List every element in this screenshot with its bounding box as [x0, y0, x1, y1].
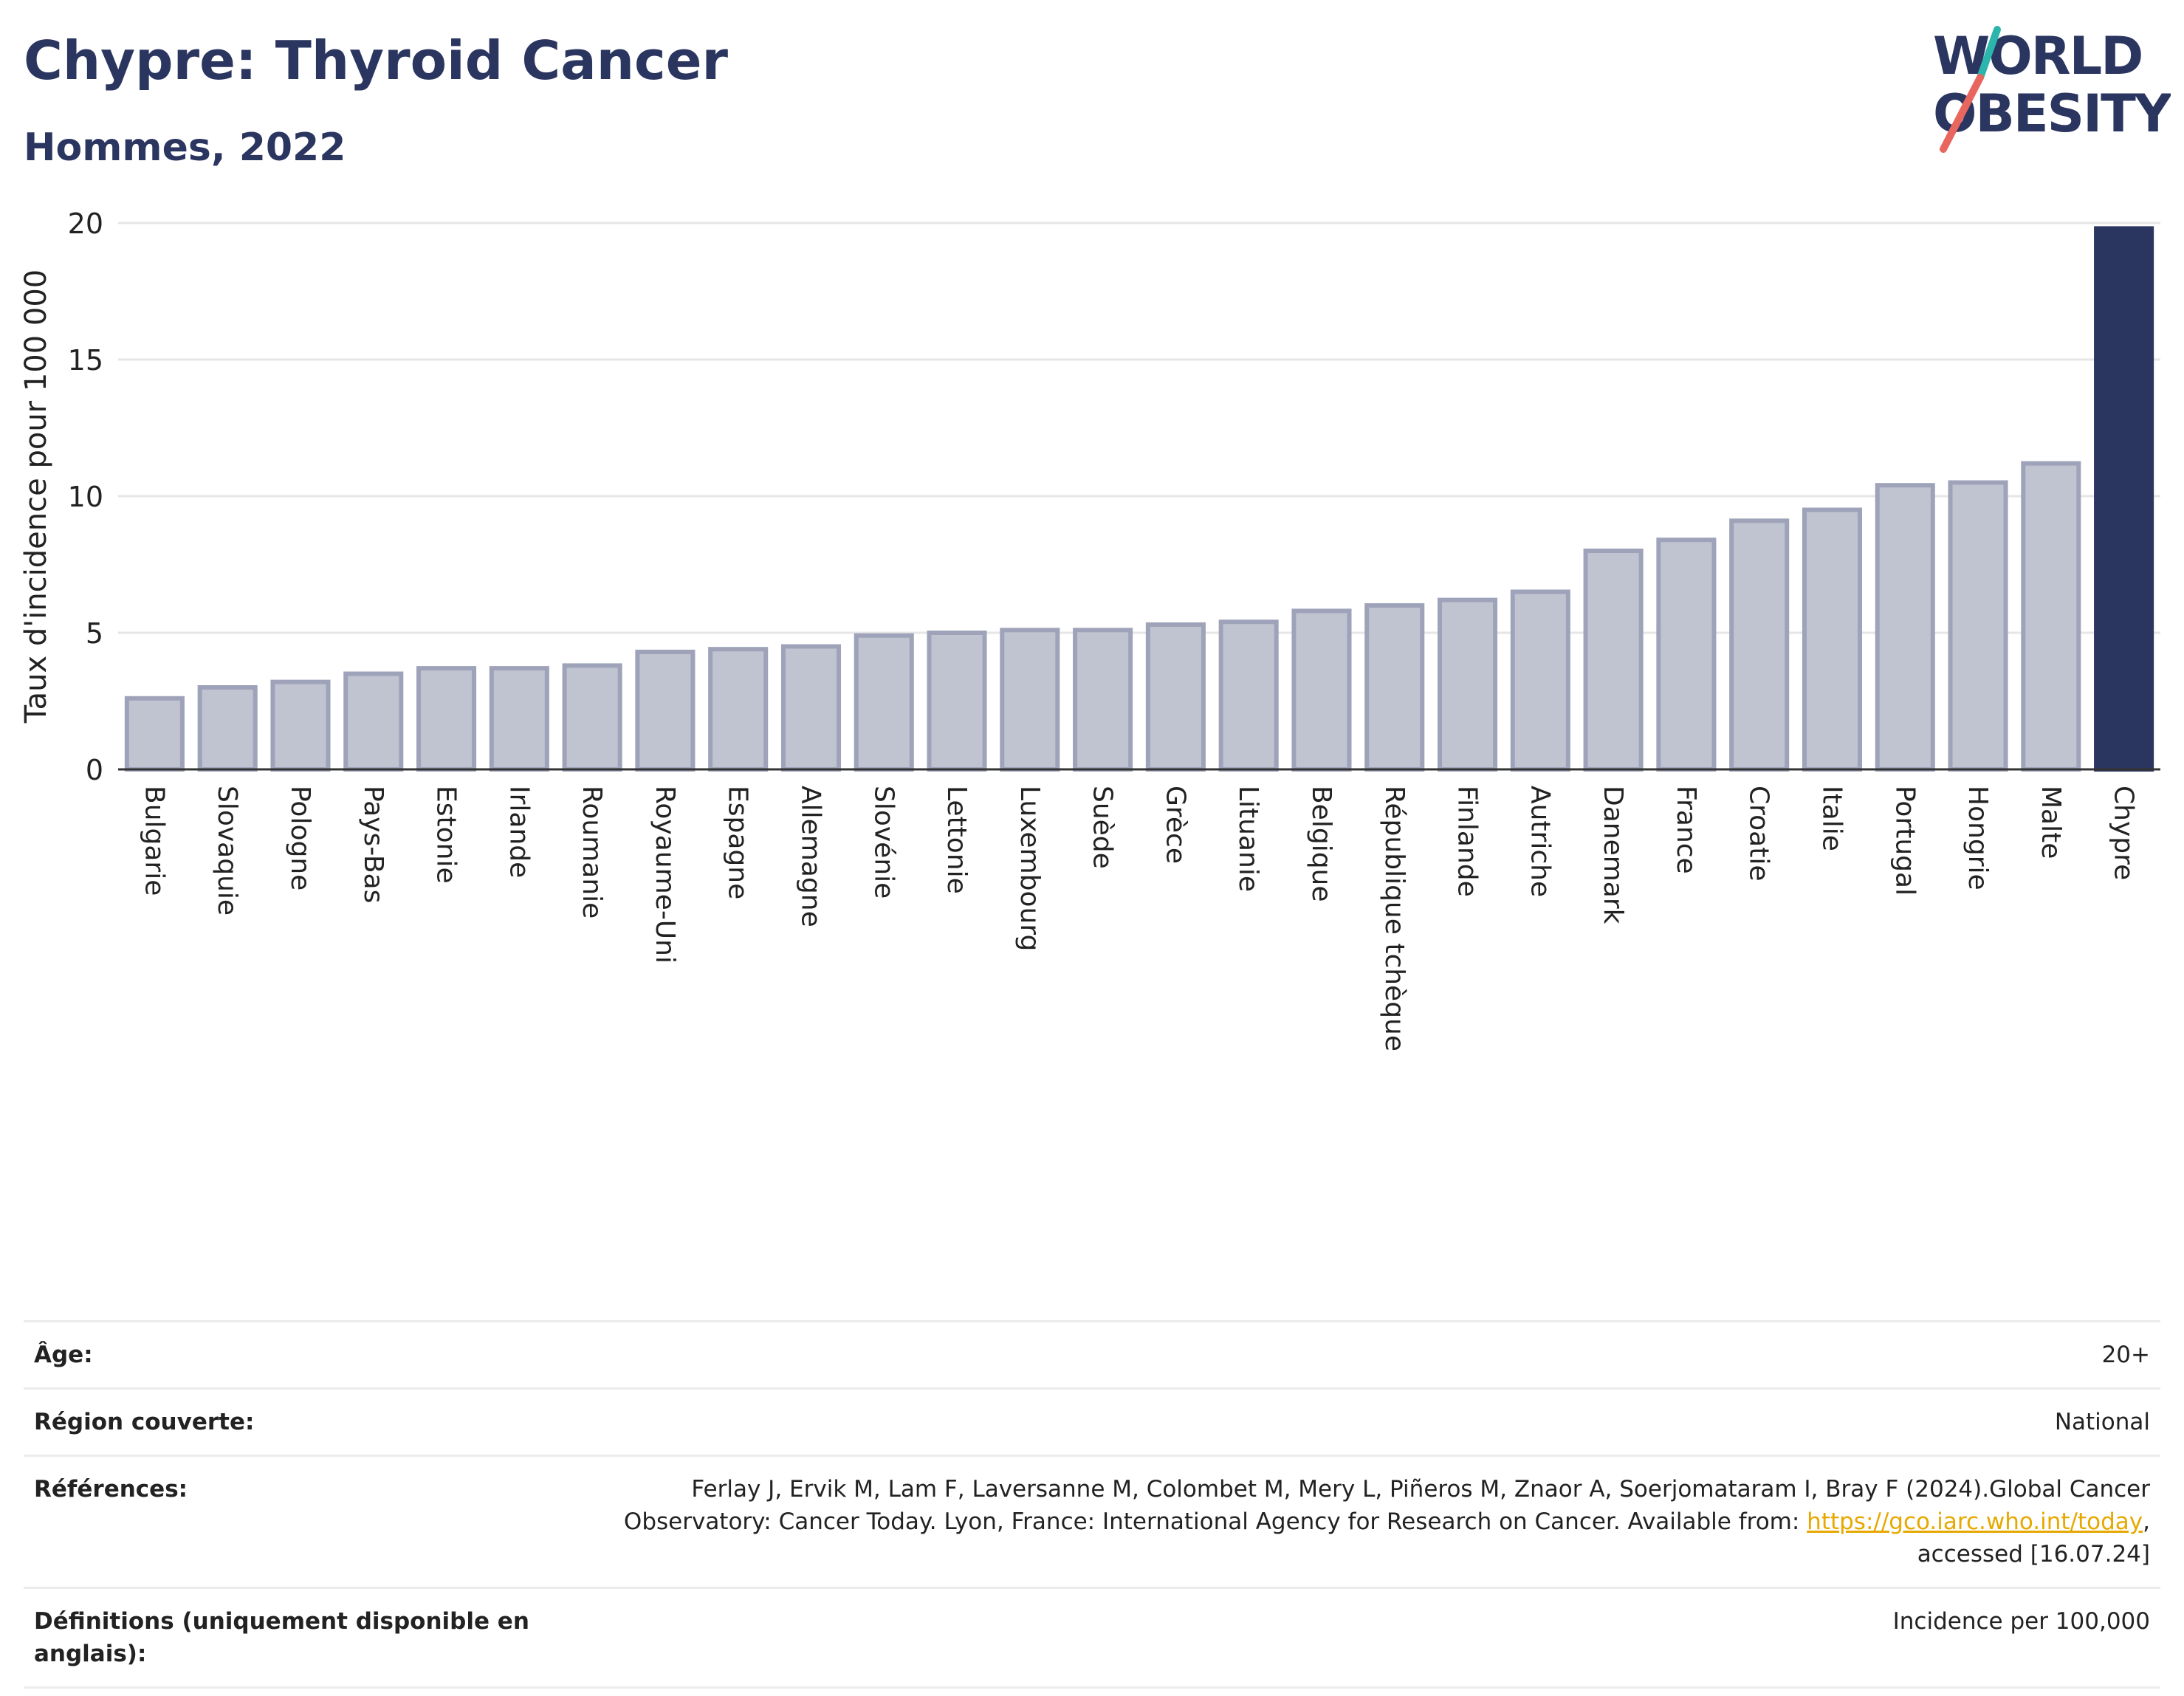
- y-tick-label: 10: [68, 481, 103, 513]
- x-tick-label: Pays-Bas: [358, 786, 388, 903]
- bar-irlande: [489, 666, 549, 772]
- bar-gr-ce: [1145, 622, 1206, 772]
- bar-slovaquie: [197, 685, 258, 772]
- x-tick-label: Estonie: [431, 786, 461, 884]
- y-axis-ticks: 0 5 10 15 20: [68, 207, 103, 786]
- info-row-references: Références: Ferlay J, Ervik M, Lam F, La…: [24, 1455, 2160, 1587]
- bars: [124, 226, 2154, 772]
- x-tick-label: Allemagne: [795, 786, 825, 927]
- bar-su-de: [1073, 628, 1133, 772]
- x-tick-label: Slovénie: [868, 786, 899, 899]
- bar-pologne: [270, 679, 331, 772]
- x-tick-label: Malte: [2036, 786, 2066, 859]
- references-label: Références:: [34, 1476, 188, 1503]
- bar-portugal: [1875, 483, 1935, 772]
- bar-estonie: [416, 666, 477, 772]
- region-label: Région couverte:: [34, 1409, 255, 1435]
- info-row-region: Région couverte: National: [24, 1387, 2160, 1455]
- x-tick-label: Hongrie: [1962, 786, 1993, 890]
- x-tick-label: Croatie: [1744, 786, 1774, 882]
- logo-line1: WORLD: [1933, 26, 2142, 86]
- bar-lituanie: [1218, 619, 1279, 772]
- info-row-age: Âge: 20+: [24, 1320, 2160, 1387]
- bar-finlande: [1437, 597, 1498, 772]
- x-tick-label: Luxembourg: [1014, 786, 1045, 951]
- age-value: 20+: [2101, 1342, 2150, 1368]
- bar-france: [1656, 538, 1717, 772]
- bar-espagne: [708, 647, 769, 772]
- x-tick-label: Pologne: [285, 786, 315, 890]
- references-suffix: , accessed [16.07.24]: [1917, 1508, 2150, 1568]
- y-tick-label: 0: [86, 754, 103, 786]
- bar-allemagne: [780, 644, 842, 772]
- info-row-definitions: Définitions (uniquement disponible en an…: [24, 1587, 2160, 1689]
- x-tick-label: Italie: [1816, 786, 1847, 851]
- y-axis-label: Taux d'incidence pour 100 000: [19, 269, 53, 724]
- world-obesity-logo: WORLD OBESITY: [1933, 26, 2171, 153]
- x-tick-label: Chypre: [2109, 786, 2139, 880]
- x-tick-label: Royaume-Uni: [650, 786, 680, 964]
- bar-chypre: [2094, 226, 2154, 772]
- x-tick-label: France: [1671, 786, 1701, 874]
- definitions-value: Incidence per 100,000: [1892, 1608, 2150, 1635]
- page-subtitle: Hommes, 2022: [24, 126, 346, 170]
- y-tick-label: 15: [68, 344, 103, 377]
- x-tick-label: Suède: [1088, 786, 1118, 869]
- y-tick-label: 20: [68, 207, 103, 240]
- x-tick-label: Belgique: [1306, 786, 1336, 902]
- x-tick-label: Irlande: [504, 786, 534, 878]
- definitions-label: Définitions (uniquement disponible en an…: [34, 1608, 529, 1667]
- bar-slov-nie: [854, 633, 914, 772]
- x-tick-label: Autriche: [1525, 786, 1555, 897]
- page-title: Chypre: Thyroid Cancer: [24, 30, 729, 92]
- x-tick-label: Lettonie: [941, 786, 972, 894]
- x-tick-label: République tchèque: [1379, 786, 1409, 1051]
- references-link[interactable]: https://gco.iarc.who.int/today: [1807, 1508, 2143, 1535]
- bar-belgique: [1291, 608, 1352, 772]
- age-label: Âge:: [34, 1342, 93, 1368]
- info-table: Âge: 20+ Région couverte: National Référ…: [24, 1320, 2160, 1689]
- references-value: Ferlay J, Ervik M, Lam F, Laversanne M, …: [563, 1473, 2150, 1570]
- region-value: National: [2054, 1409, 2150, 1435]
- bar-r-publique-tch-que: [1364, 603, 1425, 772]
- x-tick-label: Roumanie: [577, 786, 607, 919]
- bar-pays-bas: [343, 671, 404, 772]
- x-tick-label: Grèce: [1160, 786, 1190, 864]
- bar-bulgarie: [124, 696, 185, 772]
- x-tick-label: Portugal: [1889, 786, 1920, 896]
- bar-hongrie: [1948, 480, 2008, 772]
- x-tick-label: Lituanie: [1233, 786, 1263, 892]
- bar-croatie: [1729, 518, 1790, 772]
- bar-luxembourg: [1000, 628, 1060, 772]
- x-tick-label: Espagne: [723, 786, 753, 899]
- bar-chart: 0 5 10 15 20 Bulgarie Slovaquie Pologne Pays-Ba…: [19, 207, 2160, 1051]
- bar-royaume-uni: [635, 649, 696, 772]
- bar-lettonie: [927, 631, 987, 772]
- x-axis-ticks: Bulgarie Slovaquie Pologne Pays-Bas Estonie I…: [139, 786, 2138, 1051]
- bar-malte: [2021, 461, 2081, 772]
- x-tick-label: Finlande: [1452, 786, 1483, 897]
- bar-danemark: [1583, 549, 1644, 772]
- y-tick-label: 5: [86, 617, 103, 650]
- references-text: Ferlay J, Ervik M, Lam F, Laversanne M, …: [623, 1476, 2150, 1535]
- bar-autriche: [1510, 589, 1570, 772]
- bar-roumanie: [562, 663, 622, 772]
- x-tick-label: Bulgarie: [139, 786, 169, 896]
- bar-italie: [1802, 507, 1863, 772]
- x-tick-label: Slovaquie: [212, 786, 242, 916]
- x-tick-label: Danemark: [1598, 786, 1628, 924]
